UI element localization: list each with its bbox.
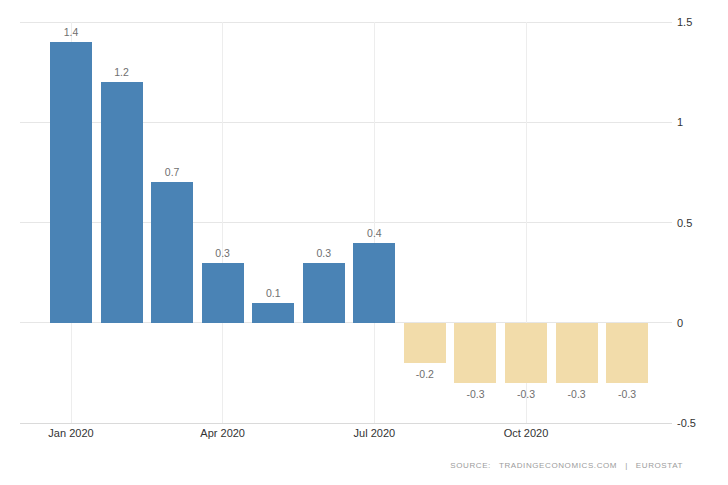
bar-apr-2020[interactable] bbox=[202, 263, 244, 323]
bar-value-mar-2020: 0.7 bbox=[150, 166, 194, 178]
bar-mar-2020[interactable] bbox=[151, 182, 193, 322]
bar-value-aug-2020: -0.2 bbox=[403, 368, 447, 380]
source-attribution: SOURCE: TRADINGECONOMICS.COM | EUROSTAT bbox=[450, 461, 683, 470]
bar-may-2020[interactable] bbox=[252, 303, 294, 323]
h-gridline--0.5 bbox=[20, 423, 672, 424]
bar-sep-2020[interactable] bbox=[454, 323, 496, 383]
bar-value-apr-2020: 0.3 bbox=[201, 247, 245, 259]
x-tick-label-jul-2020: Jul 2020 bbox=[338, 427, 410, 440]
y-tick-label--0.5: -0.5 bbox=[677, 416, 696, 430]
bar-value-dec-2020: -0.3 bbox=[605, 388, 649, 400]
y-tick-label-0.5: 0.5 bbox=[677, 216, 692, 230]
bar-oct-2020[interactable] bbox=[505, 323, 547, 383]
bar-value-jan-2020: 1.4 bbox=[49, 26, 93, 38]
bar-dec-2020[interactable] bbox=[606, 323, 648, 383]
x-tick-label-jan-2020: Jan 2020 bbox=[35, 427, 107, 440]
bar-value-sep-2020: -0.3 bbox=[453, 388, 497, 400]
bar-value-may-2020: 0.1 bbox=[251, 287, 295, 299]
bar-value-jul-2020: 0.4 bbox=[352, 227, 396, 239]
bar-aug-2020[interactable] bbox=[404, 323, 446, 363]
bar-value-jun-2020: 0.3 bbox=[302, 247, 346, 259]
v-gridline-jul-2020 bbox=[374, 22, 375, 423]
source-eurostat: EUROSTAT bbox=[636, 461, 683, 470]
source-separator: | bbox=[625, 461, 628, 470]
bar-nov-2020[interactable] bbox=[556, 323, 598, 383]
y-tick-label-1: 1 bbox=[677, 115, 683, 129]
source-label: SOURCE: bbox=[450, 461, 491, 470]
bar-value-feb-2020: 1.2 bbox=[100, 66, 144, 78]
bar-jan-2020[interactable] bbox=[50, 42, 92, 323]
bar-feb-2020[interactable] bbox=[101, 82, 143, 323]
bar-value-nov-2020: -0.3 bbox=[555, 388, 599, 400]
v-gridline-apr-2020 bbox=[222, 22, 223, 423]
bar-jun-2020[interactable] bbox=[303, 263, 345, 323]
y-tick-label-1.5: 1.5 bbox=[677, 15, 692, 29]
bar-jul-2020[interactable] bbox=[353, 243, 395, 323]
y-tick-label-0: 0 bbox=[677, 316, 683, 330]
bar-value-oct-2020: -0.3 bbox=[504, 388, 548, 400]
source-tradingeconomics: TRADINGECONOMICS.COM bbox=[499, 461, 617, 470]
x-tick-label-apr-2020: Apr 2020 bbox=[187, 427, 259, 440]
x-tick-label-oct-2020: Oct 2020 bbox=[490, 427, 562, 440]
h-gridline-1.5 bbox=[20, 22, 672, 23]
inflation-bar-chart: 1.4 1.2 0.7 0.3 0.1 0.3 0.4 -0.2 -0.3 -0.3 -0.3 -0.… bbox=[0, 0, 728, 485]
